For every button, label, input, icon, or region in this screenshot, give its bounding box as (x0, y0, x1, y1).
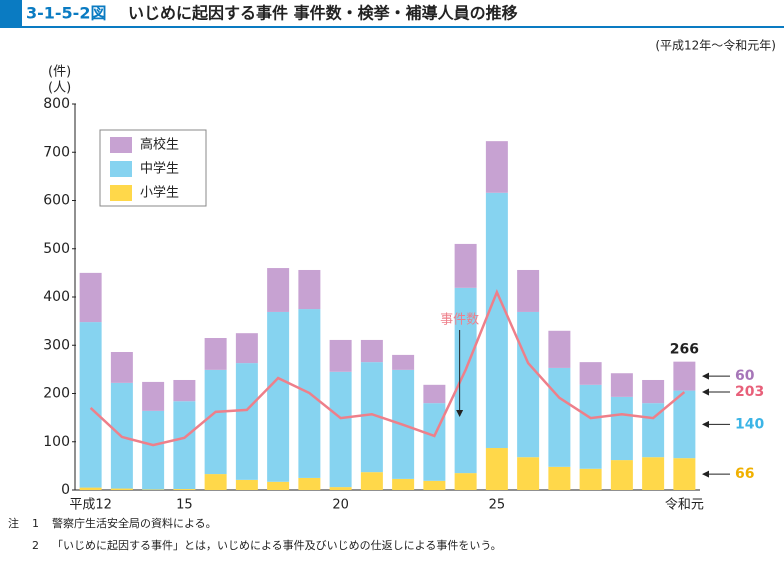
bar (517, 457, 539, 490)
bar (205, 370, 227, 474)
x-tick-label: 15 (176, 498, 193, 513)
y-tick-label: 100 (43, 434, 70, 450)
bar (423, 481, 445, 490)
legend-swatch (110, 137, 132, 153)
bar (423, 385, 445, 403)
y-tick-label: 0 (61, 482, 70, 498)
bar (642, 457, 664, 490)
bar (205, 474, 227, 490)
bar (236, 480, 258, 490)
bar (486, 448, 508, 490)
bar (80, 273, 102, 322)
bar (361, 472, 383, 490)
bar (173, 401, 195, 489)
value-label: 203 (735, 384, 764, 400)
y-tick-label: 500 (43, 241, 70, 257)
value-label: 60 (735, 368, 755, 384)
bar (548, 467, 570, 490)
value-label: 140 (735, 416, 764, 432)
note-text: 「いじめに起因する事件」とは，いじめによる事件及びいじめの仕返しによる事件をいう… (52, 539, 502, 552)
bar (642, 380, 664, 403)
bar (142, 411, 164, 490)
x-tick-label: 20 (332, 498, 349, 513)
bar (173, 489, 195, 490)
y-tick-label: 300 (43, 337, 70, 353)
bar (455, 244, 477, 288)
y-label: (件) (48, 65, 71, 80)
bar (611, 460, 633, 490)
bar (80, 322, 102, 487)
figure-id: 3-1-5-2図 (26, 4, 106, 23)
value-label: 66 (735, 466, 754, 482)
legend-swatch (110, 161, 132, 177)
subtitle: (平成12年～令和元年) (655, 38, 776, 53)
x-tick-label: 令和元 (665, 498, 704, 513)
legend-swatch (110, 185, 132, 201)
bar (267, 482, 289, 490)
y-tick-label: 200 (43, 386, 70, 402)
bar (611, 373, 633, 397)
bar (517, 312, 539, 457)
x-tick-label: 25 (489, 498, 506, 513)
bar (673, 362, 695, 391)
legend-label: 中学生 (140, 161, 179, 177)
legend-label: 小学生 (140, 185, 179, 201)
y-tick-label: 700 (43, 144, 70, 160)
y-tick-label: 400 (43, 289, 70, 305)
bar (392, 355, 414, 370)
bar (455, 473, 477, 490)
note-text: 警察庁生活安全局の資料による。 (52, 516, 217, 530)
bar (611, 397, 633, 460)
title: いじめに起因する事件 事件数・検挙・補導人員の推移 (128, 4, 518, 23)
bar (111, 489, 133, 490)
bar (205, 338, 227, 370)
note-number: 2 (32, 539, 39, 552)
bar (423, 403, 445, 481)
legend-label: 高校生 (140, 137, 179, 153)
bar (267, 268, 289, 312)
x-tick-label: 平成12 (69, 498, 112, 513)
header-tab (0, 0, 22, 26)
bar (142, 382, 164, 411)
y-tick-label: 800 (43, 96, 70, 112)
bar (111, 352, 133, 383)
bar (580, 362, 602, 385)
bar (548, 331, 570, 368)
bar (673, 458, 695, 490)
bar (298, 270, 320, 309)
bar (486, 193, 508, 448)
y-label: (人) (48, 81, 71, 96)
note-number: 1 (32, 517, 39, 530)
bar (236, 333, 258, 363)
bar (361, 340, 383, 362)
bar (173, 380, 195, 401)
bar (330, 487, 352, 490)
bar (298, 478, 320, 490)
line-annotation: 事件数 (440, 313, 479, 328)
bar (548, 368, 570, 467)
bar (330, 340, 352, 372)
bar (673, 391, 695, 459)
bar (486, 141, 508, 193)
bar (392, 479, 414, 490)
bar (267, 312, 289, 482)
bar (580, 469, 602, 490)
note-label: 注 (8, 516, 19, 530)
bar (580, 385, 602, 469)
total-label: 266 (670, 342, 699, 358)
bar (80, 488, 102, 490)
bar (330, 372, 352, 487)
bar (517, 270, 539, 312)
bar (236, 363, 258, 480)
y-tick-label: 600 (43, 193, 70, 209)
